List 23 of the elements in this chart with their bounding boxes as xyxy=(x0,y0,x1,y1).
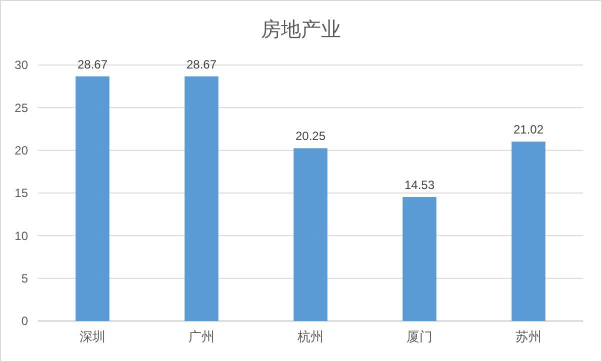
x-tick-label: 苏州 xyxy=(516,329,542,344)
x-tick-label: 厦门 xyxy=(406,329,432,344)
y-tick-label: 5 xyxy=(21,272,28,286)
data-label: 28.67 xyxy=(77,57,108,72)
data-label: 28.67 xyxy=(186,57,217,72)
x-tick-label: 杭州 xyxy=(296,329,324,344)
bar xyxy=(512,142,546,321)
y-tick-label: 15 xyxy=(14,186,28,200)
data-label: 21.02 xyxy=(513,122,544,137)
bar xyxy=(184,76,218,321)
bar xyxy=(294,148,328,321)
bar xyxy=(402,197,436,321)
y-tick-label: 20 xyxy=(14,144,28,158)
y-tick-label: 0 xyxy=(21,314,28,328)
data-label: 14.53 xyxy=(404,178,435,192)
y-tick-label: 30 xyxy=(14,58,28,72)
x-tick-label: 广州 xyxy=(188,329,214,344)
bar xyxy=(76,76,110,321)
y-tick-label: 10 xyxy=(14,228,28,243)
chart-title: 房地产业 xyxy=(261,19,341,41)
y-tick-label: 25 xyxy=(14,100,28,115)
data-label: 20.25 xyxy=(295,129,326,144)
x-tick-label: 深圳 xyxy=(80,329,106,344)
